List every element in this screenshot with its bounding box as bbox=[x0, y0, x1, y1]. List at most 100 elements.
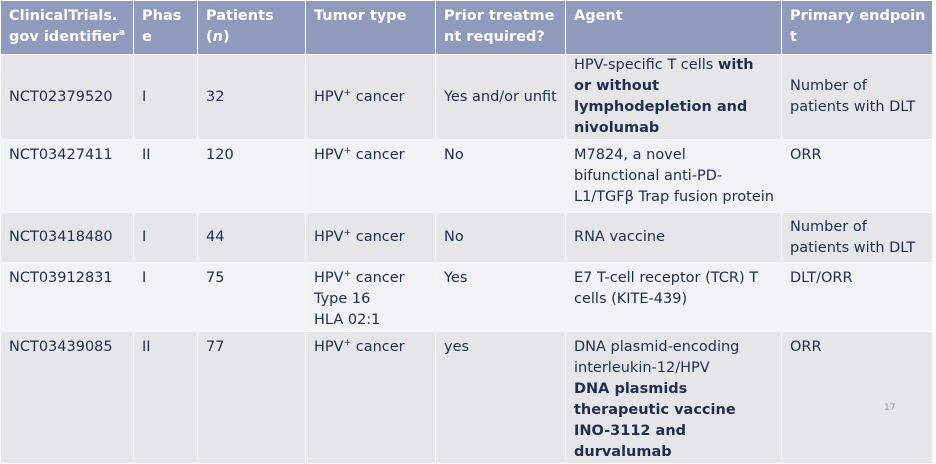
cell-line: DLT/ORR bbox=[790, 268, 926, 289]
cell-line: NCT03912831 bbox=[9, 268, 127, 289]
cell-line: 120 bbox=[206, 145, 299, 166]
text-run: yes bbox=[444, 339, 470, 355]
cell-line: NCT03427411 bbox=[9, 145, 127, 166]
text-run: Patients ( bbox=[206, 8, 274, 45]
cell-line: HPV+ cancer bbox=[314, 145, 429, 166]
text-run: II bbox=[142, 339, 151, 355]
cell-line: Yes and/or unfit bbox=[444, 87, 559, 108]
table-cell: II bbox=[133, 139, 198, 213]
text-run: 32 bbox=[206, 88, 225, 105]
text-run: cancer bbox=[351, 270, 405, 286]
table-cell: 32 bbox=[197, 54, 306, 140]
table-cell: 75 bbox=[197, 262, 306, 332]
table-cell: 120 bbox=[197, 139, 306, 213]
cell-line: I bbox=[142, 227, 191, 248]
cell-line: HPV-specific T cells with or without lym… bbox=[574, 55, 775, 139]
table-cell: NCT03912831 bbox=[0, 262, 134, 332]
table-cell: HPV+ cancer bbox=[305, 139, 436, 213]
table-cell: No bbox=[435, 212, 566, 263]
cell-line: No bbox=[444, 145, 559, 166]
header-cell: Agent bbox=[565, 0, 782, 55]
text-run: cancer bbox=[351, 147, 405, 163]
cell-line: Phase bbox=[142, 6, 191, 48]
table-cell: HPV+ cancer bbox=[305, 212, 436, 263]
cell-line: II bbox=[142, 337, 191, 358]
cell-line: Yes bbox=[444, 268, 559, 289]
header-cell: Patients (n) bbox=[197, 0, 306, 55]
text-run: I bbox=[142, 88, 147, 105]
cell-line: Primary endpoint bbox=[790, 6, 926, 48]
text-run: 77 bbox=[206, 339, 225, 355]
text-run: Agent bbox=[574, 8, 623, 24]
table-cell: NCT03439085 bbox=[0, 331, 134, 464]
cell-line: DNA plasmid-encoding interleukin-12/HPV bbox=[574, 337, 775, 379]
table-cell: Number of patients with DLT bbox=[781, 54, 933, 140]
text-run: I bbox=[142, 270, 147, 286]
table-cell: HPV+ cancer Type 16 HLA 02:1 bbox=[305, 262, 436, 332]
text-run: II bbox=[142, 147, 151, 163]
table-row: NCT02379520 I 32 HPV+ cancer Yes and/or unfi… bbox=[0, 54, 933, 140]
cell-line: E7 T-cell receptor (TCR) T cells (KITE-4… bbox=[574, 268, 775, 310]
cell-line: ORR bbox=[790, 145, 926, 166]
text-run: HPV bbox=[314, 147, 344, 163]
text-run: + bbox=[343, 87, 352, 98]
table-cell: II bbox=[133, 331, 198, 464]
text-run: HPV bbox=[314, 88, 344, 105]
table-cell: DLT/ORR bbox=[781, 262, 933, 332]
table-cell: HPV+ cancer bbox=[305, 331, 436, 464]
text-run: + bbox=[343, 269, 352, 280]
text-run: M7824, a novel bifunctional anti-PD-L1/T… bbox=[574, 147, 774, 205]
cell-line: HPV+ cancer bbox=[314, 337, 429, 358]
text-run: Yes and/or unfit bbox=[444, 88, 557, 105]
cell-line: No bbox=[444, 227, 559, 248]
header-cell: ClinicalTrials.gov identifiera bbox=[0, 0, 134, 55]
table-cell: NCT03427411 bbox=[0, 139, 134, 213]
cell-line: HLA 02:1 bbox=[314, 310, 429, 331]
cell-line: yes bbox=[444, 337, 559, 358]
cell-line: 75 bbox=[206, 268, 299, 289]
page-number: 17 bbox=[884, 403, 896, 413]
table-cell: NCT03418480 bbox=[0, 212, 134, 263]
cell-line: HPV+ cancer bbox=[314, 87, 429, 108]
text-run: Number of patients with DLT bbox=[790, 78, 916, 115]
table-cell: yes bbox=[435, 331, 566, 464]
table-cell: No bbox=[435, 139, 566, 213]
table-row: NCT03427411 II 120 HPV+ cancer No M7824, a no… bbox=[0, 139, 933, 213]
table-cell: DNA plasmid-encoding interleukin-12/HPV D… bbox=[565, 331, 782, 464]
text-run: HPV bbox=[314, 339, 344, 355]
table-cell: I bbox=[133, 54, 198, 140]
table-cell: ORR bbox=[781, 139, 933, 213]
table-row: NCT03439085 II 77 HPV+ cancer yes DNA plasmid… bbox=[0, 331, 933, 464]
text-run: NCT03418480 bbox=[9, 229, 113, 245]
header-cell: Tumor type bbox=[305, 0, 436, 55]
cell-line: DNA plasmids therapeutic vaccine INO-311… bbox=[574, 379, 775, 463]
cell-line: Patients (n) bbox=[206, 6, 299, 48]
cell-line: HPV+ cancer bbox=[314, 227, 429, 248]
table-body: NCT02379520 I 32 HPV+ cancer Yes and/or unfi… bbox=[0, 54, 933, 464]
cell-line: Number of patients with DLT bbox=[790, 217, 926, 259]
text-run: No bbox=[444, 229, 464, 245]
cell-line: RNA vaccine bbox=[574, 227, 775, 248]
table-cell: HPV+ cancer bbox=[305, 54, 436, 140]
table-cell: E7 T-cell receptor (TCR) T cells (KITE-4… bbox=[565, 262, 782, 332]
text-run: HLA 02:1 bbox=[314, 312, 381, 328]
text-run: NCT03912831 bbox=[9, 270, 113, 286]
text-run: a bbox=[118, 28, 126, 39]
text-run: ClinicalTrials.gov identifier bbox=[9, 8, 119, 45]
cell-line: NCT03418480 bbox=[9, 227, 127, 248]
header-cell: Phase bbox=[133, 0, 198, 55]
text-run: Primary endpoint bbox=[790, 8, 926, 45]
table-cell: ORR bbox=[781, 331, 933, 464]
cell-line: ORR bbox=[790, 337, 926, 358]
text-run: Prior treatment required? bbox=[444, 8, 555, 45]
cell-line: NCT02379520 bbox=[9, 87, 127, 108]
cell-line: Type 16 bbox=[314, 289, 429, 310]
cell-line: Agent bbox=[574, 6, 775, 27]
cell-line: 32 bbox=[206, 87, 299, 108]
text-run: ORR bbox=[790, 339, 822, 355]
text-run: with or without lymphodepletion and nivo… bbox=[574, 57, 754, 136]
text-run: 120 bbox=[206, 147, 234, 163]
table-cell: Yes bbox=[435, 262, 566, 332]
cell-line: ClinicalTrials.gov identifiera bbox=[9, 6, 127, 48]
